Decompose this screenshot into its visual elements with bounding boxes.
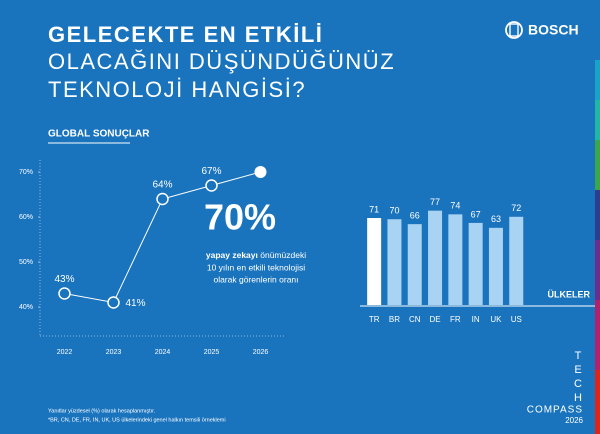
data-label: 63: [491, 214, 501, 224]
data-point: [107, 296, 120, 309]
x-tick-label: US: [511, 315, 522, 324]
callout-bold: yapay zekayı: [206, 250, 258, 260]
data-point: [58, 287, 71, 300]
x-tick-label: BR: [389, 315, 400, 324]
data-label: 74: [450, 201, 460, 211]
x-tick-label: TR: [369, 315, 380, 324]
callout-text: yapay zekayı önümüzdeki: [206, 250, 306, 260]
x-tick-label: 2022: [57, 349, 73, 356]
data-label: 70: [389, 206, 399, 216]
x-axis-label: ÜLKELER: [548, 289, 591, 299]
bar: [509, 216, 524, 305]
bar: [488, 227, 503, 305]
data-label: 66: [410, 211, 420, 221]
x-tick-label: DE: [429, 315, 440, 324]
data-point: [205, 179, 218, 192]
x-tick-label: FR: [450, 315, 461, 324]
chart-title: GLOBAL SONUÇLAR: [48, 129, 150, 140]
data-label: 43%: [54, 274, 74, 285]
y-tick-label: 50%: [19, 259, 33, 266]
bar: [448, 214, 463, 305]
title-line: TEKNOLOJİ HANGİSİ?: [48, 77, 306, 102]
brand-logo: BOSCH: [505, 21, 579, 39]
callout-text: 10 yılın en etkili teknolojisi: [207, 262, 305, 272]
bar: [407, 224, 422, 305]
bar: [387, 219, 402, 305]
bar: [468, 222, 483, 305]
x-tick-label: 2025: [204, 349, 220, 356]
badge-name: COMPASS: [527, 405, 583, 416]
badge-letter: T: [575, 350, 582, 362]
data-label: 41%: [126, 298, 146, 309]
x-tick-label: CN: [409, 315, 421, 324]
x-tick-label: IN: [472, 315, 480, 324]
badge-year: 2026: [565, 416, 583, 425]
data-label: 72: [511, 203, 521, 213]
y-tick-label: 60%: [19, 214, 33, 221]
title-line: GELECEKTE EN ETKİLİ: [48, 22, 323, 47]
data-point: [156, 192, 169, 206]
y-tick-label: 70%: [19, 169, 33, 176]
y-tick-label: 40%: [19, 304, 33, 311]
badge-letter: C: [574, 378, 582, 390]
edge-stripe: [595, 0, 600, 434]
x-tick-label: UK: [490, 315, 502, 324]
data-label: 77: [430, 197, 440, 207]
x-tick-label: 2026: [253, 349, 269, 356]
bar: [367, 218, 382, 305]
badge-letter: E: [574, 364, 581, 376]
data-label: 64%: [152, 180, 172, 191]
x-tick-label: 2023: [106, 349, 122, 356]
brand-name: BOSCH: [528, 22, 579, 38]
callout-value: 70%: [204, 197, 276, 238]
footnote: *BR, CN, DE, FR, IN, UK, US ülkelerindek…: [48, 417, 226, 423]
data-point: [254, 166, 267, 178]
title-line: OLACAĞINI DÜŞÜNDÜĞÜNÜZ: [48, 49, 395, 74]
x-tick-label: 2024: [155, 349, 171, 356]
footnote: Yanıtlar yüzdesel (%) olarak hesaplanmış…: [48, 408, 156, 414]
data-label: 67: [471, 209, 481, 219]
data-label: 67%: [201, 166, 221, 177]
bar: [428, 210, 443, 305]
badge-letter: H: [574, 392, 582, 404]
data-label: 71: [369, 204, 379, 214]
callout-text: olarak görenlerin oranı: [213, 274, 298, 284]
callout-rest: önümüzdeki: [260, 250, 306, 260]
